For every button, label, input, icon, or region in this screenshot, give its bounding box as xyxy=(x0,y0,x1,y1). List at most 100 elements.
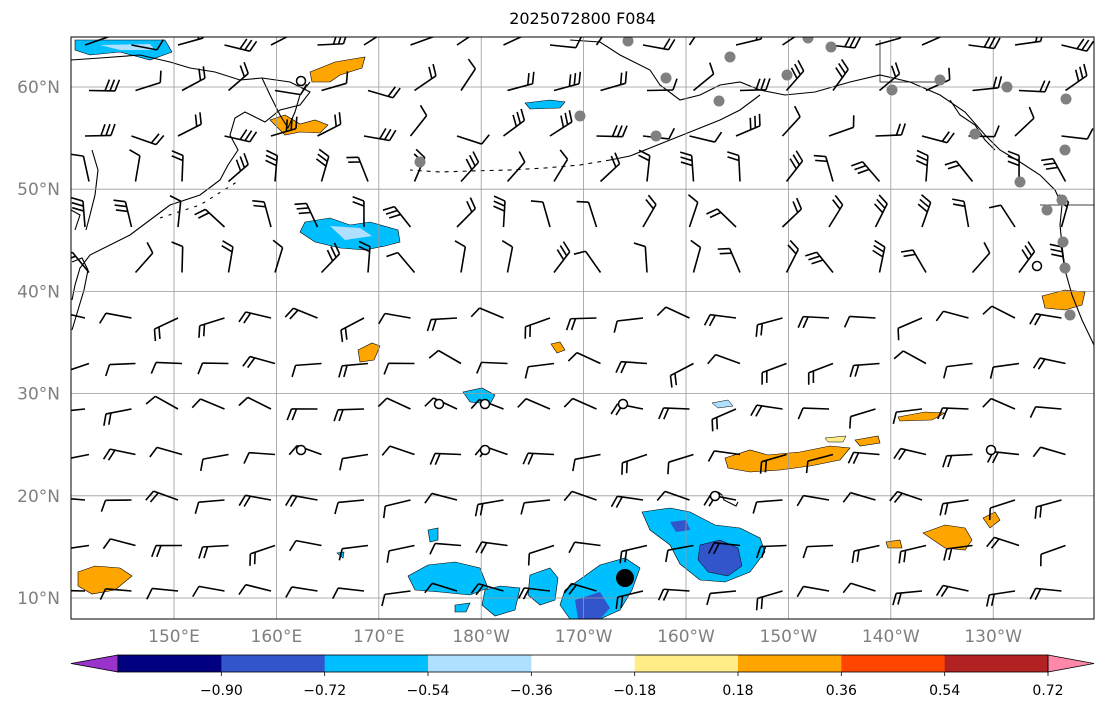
wind-barb xyxy=(524,362,555,379)
lat-tick-label: 50°N xyxy=(17,180,60,200)
wind-barb xyxy=(610,495,644,508)
wind-barb xyxy=(549,110,573,137)
colorbar-swatch xyxy=(118,655,222,672)
wind-barb xyxy=(507,71,535,92)
station-layer xyxy=(295,37,1076,587)
wind-barb xyxy=(553,241,571,273)
wind-barb xyxy=(331,587,365,600)
colorbar-swatch xyxy=(738,655,842,672)
colorbar-tick-label: −0.72 xyxy=(303,683,346,699)
wind-barb xyxy=(493,195,506,228)
station-dot xyxy=(1060,93,1072,105)
colorbar-swatch xyxy=(324,655,429,672)
colorbar-tick-label: −0.36 xyxy=(510,683,553,699)
wind-barb xyxy=(382,205,412,228)
wind-barb xyxy=(242,355,276,369)
wind-barb xyxy=(460,58,477,91)
contour-blue xyxy=(454,602,471,613)
wind-barb xyxy=(567,351,601,365)
wind-barb xyxy=(238,494,272,507)
wind-barb xyxy=(340,317,365,343)
wind-barb xyxy=(658,407,690,420)
wind-barb xyxy=(224,129,258,143)
colorbar-swatch xyxy=(841,655,946,672)
wind-barb xyxy=(921,131,955,144)
wind-barb xyxy=(150,361,183,374)
wind-barb xyxy=(274,83,308,96)
wind-barb xyxy=(813,154,834,182)
station-dot xyxy=(713,95,725,107)
wind-barb xyxy=(317,37,347,46)
wind-barb xyxy=(135,70,162,92)
latitude-labels: 60°N 50°N 40°N 30°N 20°N 10°N xyxy=(17,78,60,609)
coastline-japan xyxy=(71,257,89,331)
wind-barb xyxy=(878,62,901,92)
lon-tick-label: 170°E xyxy=(353,627,405,647)
colorbar-swatch xyxy=(944,655,1049,672)
wind-barb xyxy=(99,312,132,324)
wind-barb xyxy=(873,194,888,228)
station-open xyxy=(617,398,629,410)
wind-barb xyxy=(797,407,830,420)
colorbar-border xyxy=(117,654,1049,673)
lat-tick-label: 20°N xyxy=(17,487,60,507)
wind-barb xyxy=(669,362,694,388)
wind-barb xyxy=(785,239,800,273)
wind-barb xyxy=(915,149,929,182)
wind-barb xyxy=(942,453,973,468)
contour-orange xyxy=(269,114,329,136)
wind-barb xyxy=(358,240,371,273)
wind-barb xyxy=(84,37,110,46)
coastline-sakhalin xyxy=(85,149,99,231)
wind-barb xyxy=(197,362,229,375)
wind-barb-layer xyxy=(71,37,1094,611)
colorbar-tick-label: −0.54 xyxy=(407,683,450,699)
station-dot xyxy=(934,74,946,86)
colorbar-extend-low xyxy=(70,654,119,673)
wind-barb xyxy=(426,317,458,332)
wind-barb xyxy=(272,239,284,273)
wind-barb xyxy=(131,39,165,51)
wind-barb xyxy=(897,317,923,341)
station-dot xyxy=(969,128,981,140)
wind-barb xyxy=(198,544,229,559)
wind-barb xyxy=(1029,313,1062,326)
wind-barb xyxy=(383,362,415,375)
wind-barb xyxy=(1018,241,1036,273)
wind-barb xyxy=(755,317,783,337)
wind-barb xyxy=(470,582,504,596)
wind-barb xyxy=(843,315,876,328)
wind-barb xyxy=(703,313,737,327)
wind-barb xyxy=(1041,157,1067,182)
wind-barb xyxy=(1029,587,1062,600)
wind-barb xyxy=(599,152,621,183)
wind-barb xyxy=(797,315,830,329)
coastline-asia xyxy=(71,54,311,301)
wind-barb xyxy=(288,539,322,552)
wind-barb xyxy=(971,242,991,274)
wind-barb xyxy=(988,204,1016,228)
wind-barb xyxy=(381,445,415,456)
wind-barb xyxy=(71,196,86,228)
wind-barb xyxy=(755,544,787,559)
wind-barb xyxy=(338,544,369,561)
station-dot xyxy=(1059,262,1071,274)
wind-barb xyxy=(828,115,855,137)
wind-barb xyxy=(363,128,397,142)
wind-barb xyxy=(99,587,132,600)
wind-barb xyxy=(381,590,411,607)
wind-barb xyxy=(889,490,923,503)
wind-barb xyxy=(199,453,229,472)
wind-barb xyxy=(707,353,741,365)
wind-barb xyxy=(727,151,741,182)
wind-barb xyxy=(563,397,597,410)
wind-barb xyxy=(898,544,927,564)
wind-barb xyxy=(952,198,970,228)
colorbar-swatch xyxy=(531,655,636,672)
wind-barb xyxy=(506,151,526,183)
station-open xyxy=(479,398,491,410)
wind-barb xyxy=(828,194,844,228)
lat-tick-label: 10°N xyxy=(17,589,60,609)
coastline-kuril xyxy=(159,179,241,219)
lon-tick-label: 130°W xyxy=(964,627,1022,647)
